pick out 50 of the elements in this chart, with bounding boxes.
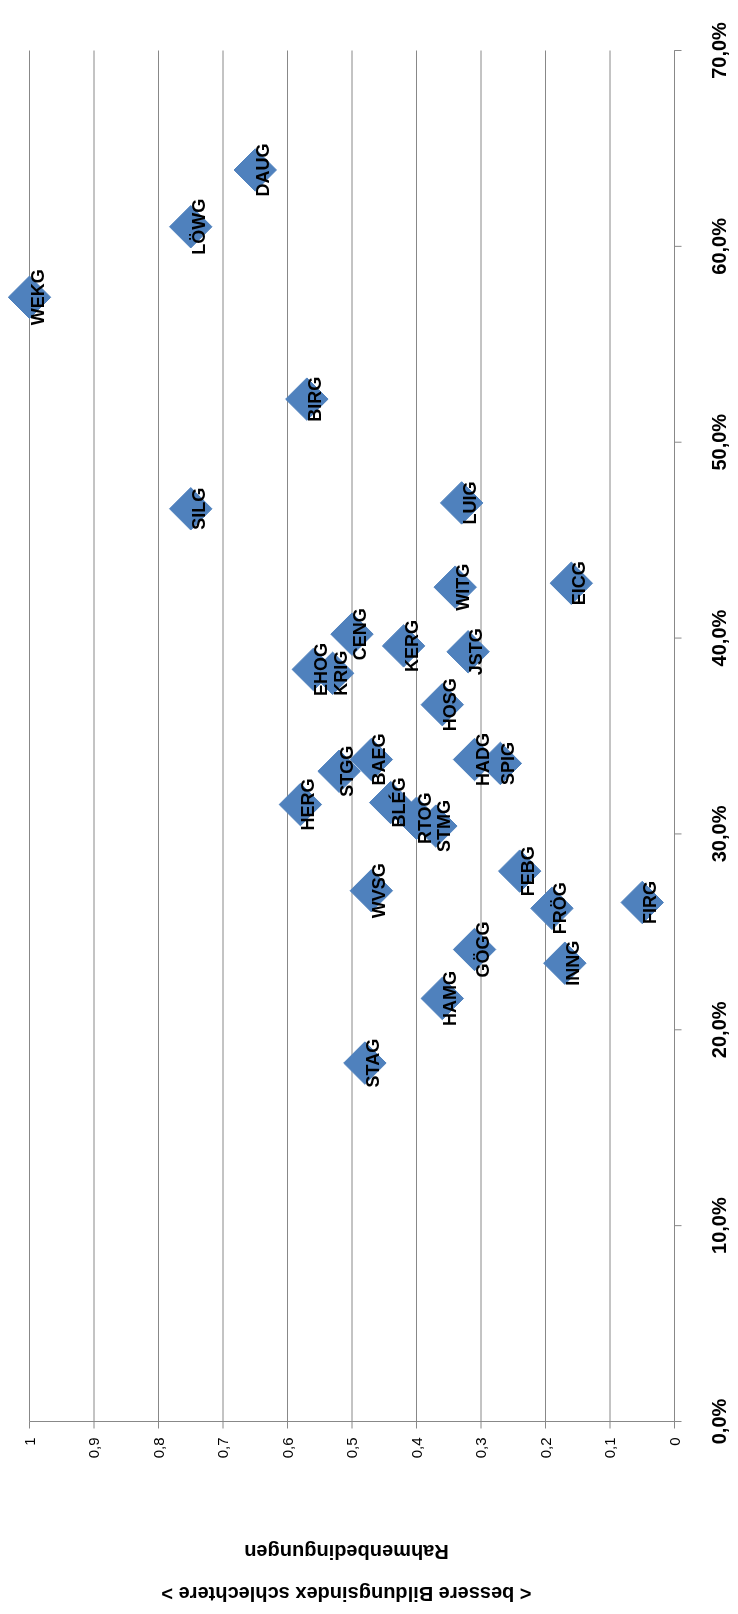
y-tick-label: 70,0% (707, 21, 730, 79)
x-tick-label: 0,5 (343, 1437, 360, 1459)
annotation: SILG (188, 487, 209, 530)
annotation: GÖGG (472, 921, 493, 978)
annotation: HERG (298, 778, 319, 831)
annotation: BLÉG (387, 777, 409, 828)
annotation: CENG (350, 608, 370, 661)
x-tick-label: 0,6 (278, 1437, 296, 1459)
annotation: FEBG (517, 846, 538, 897)
annotation: INNG (562, 940, 583, 986)
annotation: WEKG (27, 269, 48, 326)
annotation: WVSG (369, 863, 390, 919)
annotation: FIRG (640, 880, 661, 924)
x-tick-label: 1 (20, 1437, 38, 1446)
annotation: KRIG (330, 650, 351, 696)
annotation: BAEG (369, 733, 390, 786)
y-tick-label: 10,0% (707, 1197, 730, 1254)
x-tick-label: 0,3 (472, 1437, 489, 1459)
y-tick-label: 40,0% (707, 609, 730, 667)
annotation: KERG (401, 619, 422, 672)
annotation: SPIG (498, 741, 519, 785)
annotation: LUIG (459, 481, 480, 525)
x-tick-label: 0,9 (85, 1437, 102, 1459)
x-tick-label: 0,4 (407, 1437, 425, 1459)
x-tick-label: 0 (665, 1437, 683, 1446)
y-tick-label: 30,0% (707, 805, 730, 863)
y-tick-label: 50,0% (707, 413, 730, 471)
x-tick-label: 0,7 (214, 1437, 231, 1459)
annotation: DAUG (253, 143, 274, 197)
annotation: BIRG (304, 376, 325, 422)
annotation: HOSG (440, 678, 461, 732)
x-tick-label: 0,2 (536, 1437, 554, 1459)
annotation: EICG (569, 561, 590, 606)
annotation: STMG (433, 800, 454, 853)
annotation: RTOG (414, 792, 435, 845)
x-tick-label: 0,1 (601, 1437, 618, 1459)
annotation: LÖWG (188, 198, 209, 255)
annotation: EHOG (311, 642, 332, 696)
y-tick-label: 0,0% (707, 1398, 730, 1445)
annotation: FRÖG (549, 882, 570, 935)
annotation: WITG (453, 563, 474, 611)
y-tick-label: 20,0% (707, 1001, 730, 1059)
x-axis-title: < bessere Bildungsindex schlechtere > Rahmenbedingungen (161, 1540, 532, 1605)
annotation: HADG (472, 733, 493, 786)
annotation: HAMG (440, 970, 461, 1026)
x-tick-label: 0,8 (149, 1437, 167, 1459)
y-tick-label: 60,0% (707, 217, 730, 275)
annotation: STAG (362, 1038, 383, 1088)
annotation: JSTG (466, 628, 487, 676)
annotation: STGG (337, 745, 358, 797)
